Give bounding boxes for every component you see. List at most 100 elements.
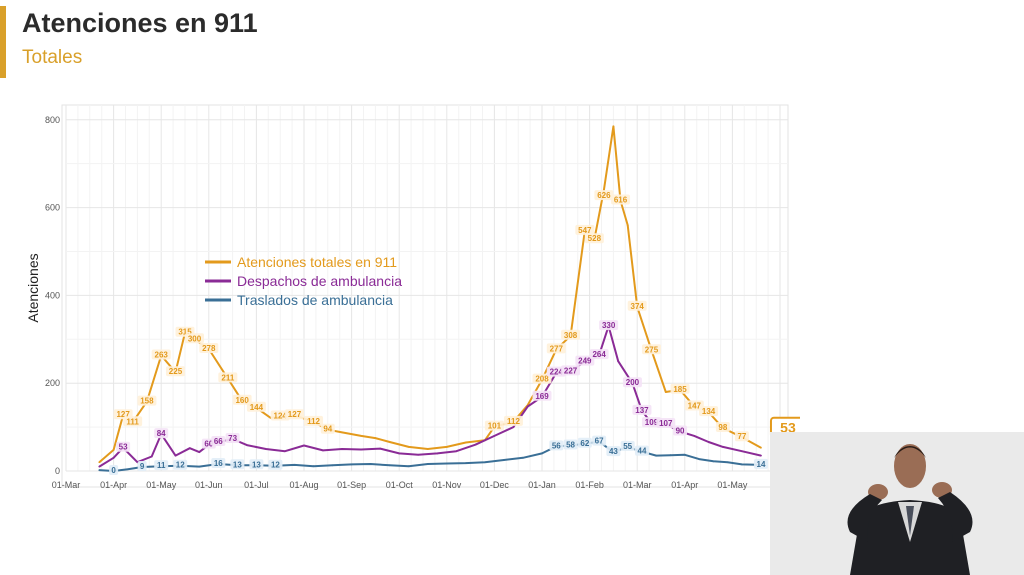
- data-label: 249: [578, 357, 592, 366]
- series-point-3: [655, 454, 658, 457]
- series-point-3: [293, 463, 296, 466]
- series-point-3: [426, 463, 429, 465]
- series-point-3: [445, 462, 448, 465]
- series-point-2: [512, 426, 515, 428]
- data-label: 127: [288, 410, 302, 419]
- x-tick-label: 01-Sep: [337, 480, 366, 490]
- series-point-3: [198, 465, 201, 468]
- legend-label-1: Atenciones totales en 911: [237, 254, 397, 270]
- series-point-2: [112, 456, 115, 459]
- series-point-1: [664, 391, 667, 393]
- x-tick-label: 01-Feb: [575, 480, 604, 490]
- data-label: 225: [169, 367, 183, 376]
- x-tick-label: 01-Dec: [480, 480, 510, 490]
- series-point-2: [693, 434, 696, 437]
- series-point-1: [407, 445, 410, 448]
- data-label: 134: [702, 407, 716, 416]
- data-label-box: [123, 416, 143, 427]
- series-point-3: [407, 465, 410, 468]
- data-label-box: [715, 421, 730, 432]
- data-label-box: [211, 457, 226, 468]
- series-point-3: [669, 454, 672, 457]
- data-label-box: [154, 428, 169, 439]
- data-label-box: [320, 423, 335, 434]
- interpreter-figure: [770, 432, 1024, 575]
- data-label-box: [622, 377, 642, 388]
- x-tick-label: 01-Jan: [528, 480, 556, 490]
- data-label: 224: [550, 368, 564, 377]
- data-label: 62: [580, 439, 589, 448]
- x-tick-label: 01-May: [146, 480, 177, 490]
- series-point-1: [612, 125, 615, 128]
- y-tick-label: 600: [45, 203, 60, 213]
- y-tick-label: 0: [55, 466, 60, 476]
- series-point-3: [726, 461, 729, 464]
- x-tick-label: 01-May: [717, 480, 748, 490]
- data-label-box: [611, 194, 631, 205]
- data-label: 528: [588, 234, 602, 243]
- gridlines: [65, 105, 788, 472]
- series-point-3: [350, 463, 353, 466]
- series-point-2: [98, 465, 101, 468]
- series-line-3: [99, 440, 762, 472]
- y-tick-label: 800: [45, 115, 60, 125]
- data-label-box: [561, 329, 581, 340]
- data-label: 94: [323, 425, 332, 434]
- data-label-box: [116, 441, 131, 452]
- data-label-box: [232, 394, 252, 405]
- data-label-box: [592, 435, 607, 446]
- head-shape: [894, 444, 926, 488]
- data-label: 55: [623, 442, 632, 451]
- data-label-box: [211, 436, 226, 447]
- data-label-box: [561, 365, 581, 376]
- data-label: 90: [676, 426, 685, 435]
- data-label-box: [641, 344, 661, 355]
- series-point-2: [198, 451, 201, 454]
- chart-container: 01-Mar 01-Apr 01-May 01-Jun 01-Jul 01-Aug 01-S…: [0, 95, 806, 515]
- data-label-box: [641, 417, 661, 428]
- series-point-1: [760, 446, 762, 449]
- series-point-2: [284, 450, 286, 453]
- data-label: 66: [214, 437, 223, 446]
- data-label-box: [137, 461, 147, 472]
- data-label: 73: [228, 434, 237, 443]
- data-label-box: [577, 437, 592, 448]
- data-label-box: [270, 410, 290, 421]
- data-label: 11: [157, 461, 166, 470]
- x-tick-label: 01-Apr: [100, 480, 127, 490]
- data-label-box: [684, 400, 704, 411]
- series-point-2: [398, 452, 401, 455]
- data-label: 77: [737, 432, 746, 441]
- data-label: 112: [507, 417, 520, 426]
- data-label: 227: [564, 366, 578, 375]
- series-point-3: [541, 452, 543, 455]
- data-label-box: [246, 401, 266, 412]
- x-tick-label: 01-Jul: [244, 480, 269, 490]
- data-label: 107: [659, 419, 673, 428]
- x-tick-label: 01-Nov: [432, 480, 462, 490]
- data-label: 158: [140, 397, 154, 406]
- series-point-1: [464, 441, 467, 444]
- data-label: 547: [578, 226, 592, 235]
- data-label-box: [173, 459, 188, 470]
- series-point-2: [150, 455, 153, 458]
- series-point-1: [426, 448, 429, 450]
- data-label: 13: [233, 460, 242, 469]
- data-label: 263: [155, 351, 169, 360]
- x-tick-label: 01-Jun: [195, 480, 223, 490]
- data-label: 60: [204, 440, 213, 449]
- data-label-box: [632, 404, 652, 415]
- series-point-2: [322, 449, 324, 452]
- data-label: 300: [188, 334, 202, 343]
- x-tick-label: 01-Mar: [52, 480, 81, 490]
- data-label-box: [484, 420, 504, 431]
- series-point-3: [683, 453, 686, 456]
- data-label: 53: [119, 443, 128, 452]
- data-label: 147: [688, 401, 702, 410]
- series-point-3: [369, 463, 372, 465]
- data-label-box: [109, 465, 119, 475]
- data-label-box: [575, 224, 595, 235]
- data-label: 58: [566, 441, 575, 450]
- series-point-3: [741, 463, 743, 466]
- data-label: 12: [271, 461, 280, 470]
